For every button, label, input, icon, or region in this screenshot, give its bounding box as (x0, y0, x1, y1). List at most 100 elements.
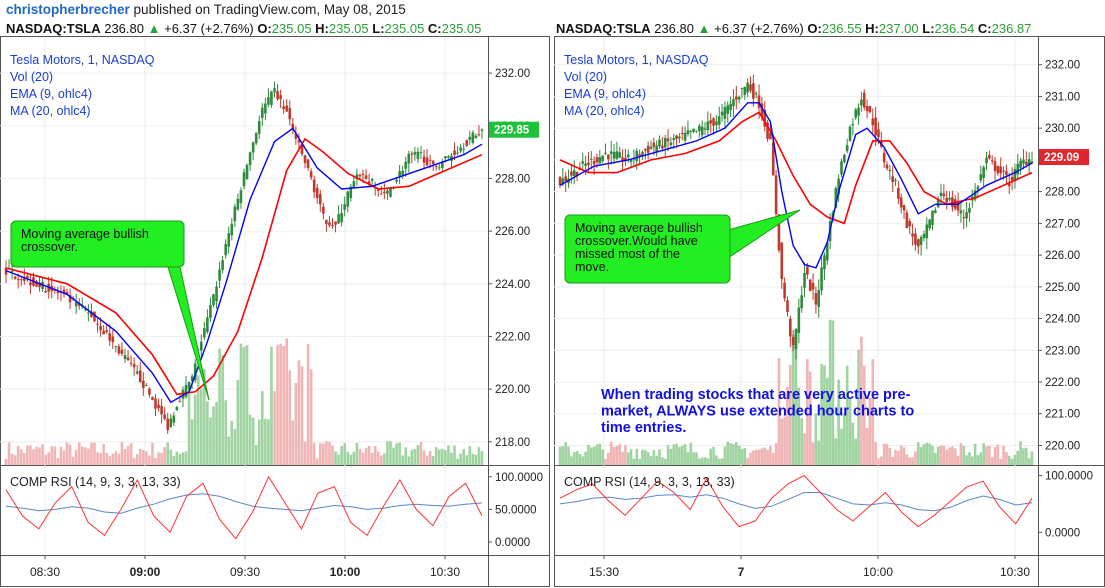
candle-body (746, 82, 749, 93)
volume-bar (726, 441, 730, 465)
volume-bar (465, 455, 469, 465)
candle-body (447, 156, 450, 158)
rsi-label: COMP RSI (14, 9, 3, 3, 13, 33) (564, 475, 735, 489)
candle-body (145, 384, 148, 386)
volume-bar (734, 441, 738, 465)
candle-body (297, 140, 301, 143)
candle-body (592, 161, 596, 165)
author-link[interactable]: christopherbrecher (6, 2, 130, 17)
candle-body (349, 186, 353, 199)
candle-body (797, 307, 801, 333)
candle-body (459, 147, 462, 152)
volume-bar (769, 445, 772, 465)
volume-bar (774, 443, 778, 465)
candle-body (561, 178, 565, 185)
candle-body (279, 95, 282, 100)
volume-bar (364, 447, 368, 465)
candle-body (254, 133, 258, 144)
rsi-signal-line (5, 493, 483, 514)
volume-bar (328, 441, 331, 465)
volume-bar (65, 442, 69, 465)
candle-body (777, 214, 781, 251)
volume-bar (965, 455, 968, 465)
candle-body (726, 105, 730, 114)
candle-body (976, 186, 980, 190)
volume-bar (689, 442, 693, 465)
candle-body (169, 418, 173, 428)
rsi-label: COMP RSI (14, 9, 3, 3, 13, 33) (10, 475, 181, 489)
candle-body (570, 171, 573, 176)
volume-bar (16, 445, 20, 465)
rsi-signal-line (559, 492, 1033, 512)
candle-body (919, 237, 923, 245)
candle-body (581, 161, 585, 164)
volume-bar (264, 418, 267, 465)
volume-bar (96, 452, 99, 465)
volume-bar (729, 443, 732, 465)
candle-body (419, 152, 423, 154)
volume-bar (854, 438, 858, 465)
candle-body (26, 275, 29, 279)
volume-bar (422, 450, 426, 465)
candle-body (203, 328, 206, 338)
candle-body (132, 364, 136, 368)
candle-body (462, 148, 465, 150)
candle-body (644, 149, 647, 151)
volume-bar (38, 447, 41, 465)
volume-bar (564, 442, 567, 465)
candle-body (398, 171, 401, 177)
candle-body (193, 363, 197, 381)
chart-panel-1: NASDAQ:TSLA 236.80 ▲ +6.37 (+2.76%) O:23… (0, 21, 550, 587)
candle-body (789, 318, 792, 337)
candle-body (285, 105, 289, 112)
candle-body (834, 188, 838, 209)
candle-body (267, 97, 270, 105)
volume-bar (23, 453, 26, 465)
candle-body (13, 276, 17, 279)
candle-body (123, 355, 127, 360)
candle-body (96, 323, 99, 325)
candle-body (817, 290, 821, 307)
volume-bar (334, 451, 337, 465)
candle-body (874, 117, 877, 136)
volume-bar (340, 445, 343, 465)
volume-bar (111, 453, 115, 465)
candle-body (999, 166, 1003, 174)
candle-body (897, 187, 900, 199)
volume-bar (800, 418, 803, 465)
legend-item: MA (20, ohlc4) (10, 104, 91, 118)
volume-bar (968, 452, 971, 465)
candle-body (624, 157, 627, 161)
candle-body (825, 242, 829, 261)
volume-bar (203, 369, 206, 465)
candle-body (754, 93, 758, 95)
candle-body (959, 210, 963, 214)
candle-body (678, 136, 681, 139)
quote-field: 236.80 (651, 21, 698, 36)
volume-bar (1007, 455, 1011, 465)
candle-body (922, 233, 926, 238)
volume-bar (848, 399, 852, 465)
volume-bar (621, 451, 624, 465)
candle-body (934, 210, 937, 214)
volume-bar (157, 452, 160, 465)
volume-bars (558, 319, 1034, 465)
candle-body (655, 145, 658, 152)
candle-body (35, 281, 38, 287)
candle-body (939, 192, 943, 196)
volume-bar (441, 448, 444, 465)
candle-body (355, 174, 359, 180)
candle-body (700, 126, 704, 136)
quote-field: +6.37 (+2.76%) (710, 21, 807, 36)
rsi-tick-label: 100.0000 (495, 472, 543, 484)
volume-bar (837, 379, 840, 465)
volume-bar (291, 420, 295, 465)
volume-bar (169, 449, 173, 465)
candle-body (111, 336, 115, 343)
candle-body (985, 157, 988, 164)
volume-bar (32, 449, 35, 465)
candle-body (248, 152, 252, 166)
candle-body (325, 219, 328, 225)
volume-bar (44, 454, 47, 465)
volume-bar (160, 452, 163, 465)
